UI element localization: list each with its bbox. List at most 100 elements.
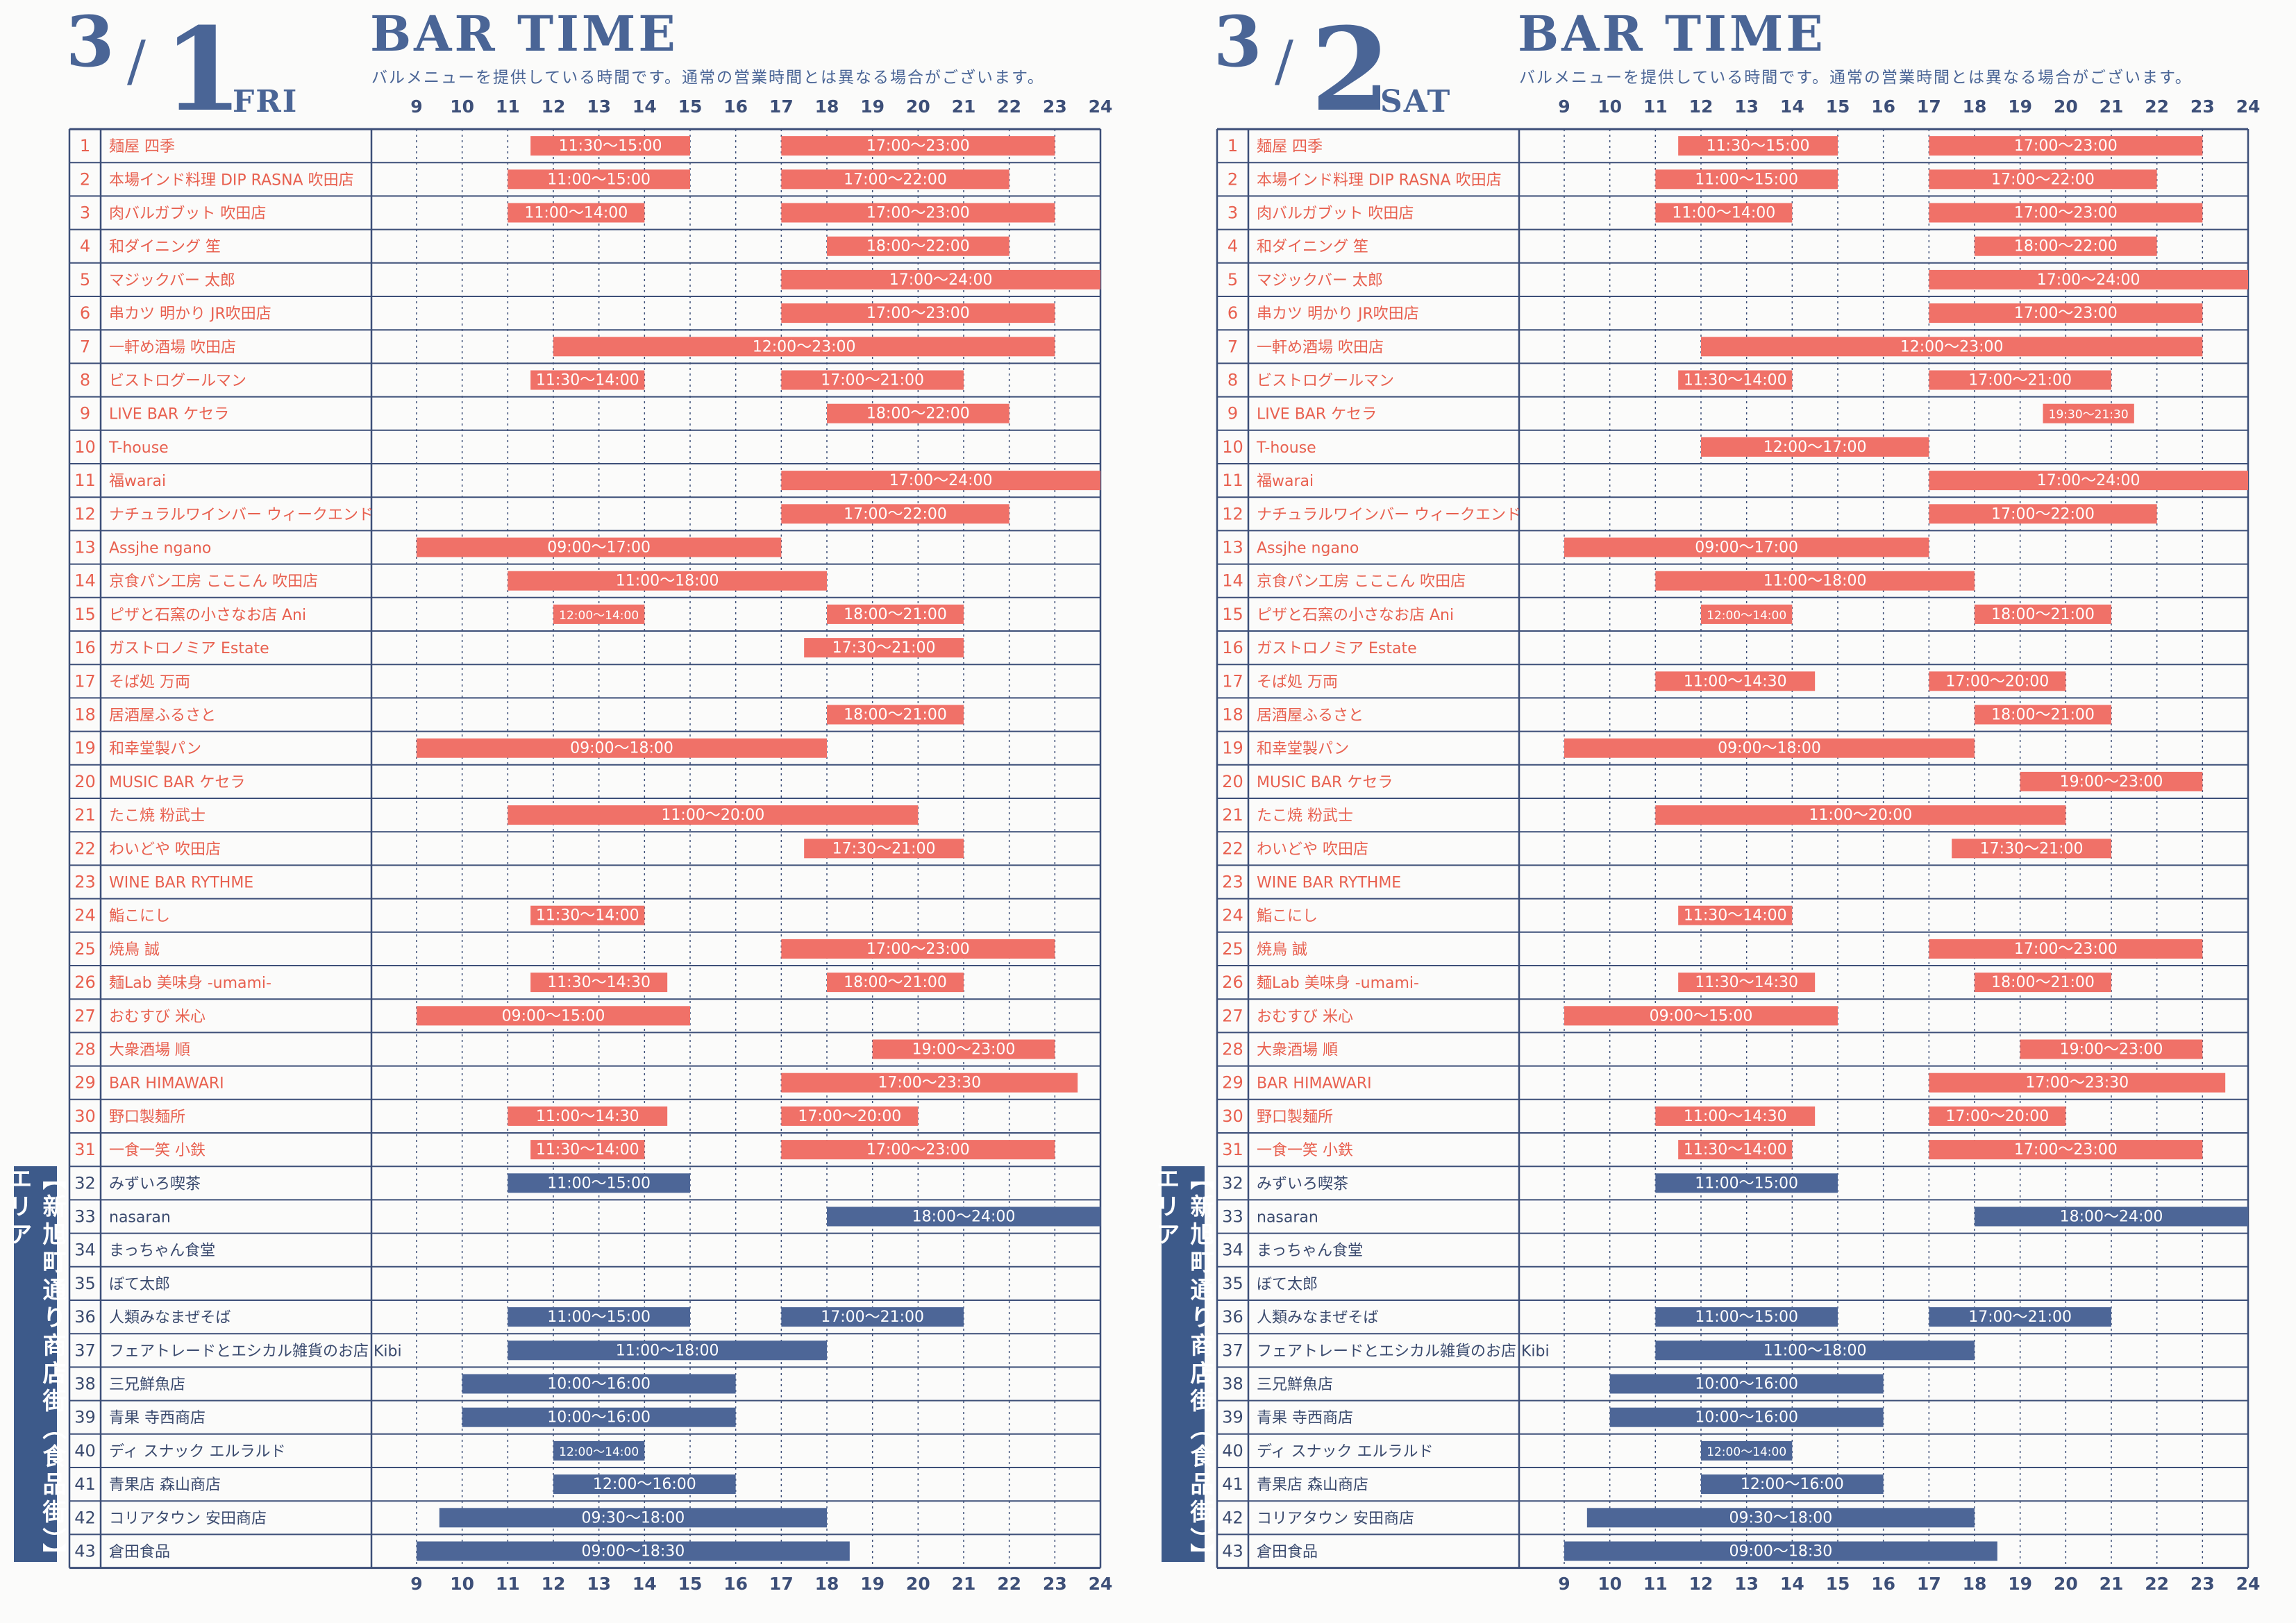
hours-bar-label: 17:30～21:00: [832, 840, 936, 857]
shop-name: 焼鳥 誠: [109, 941, 160, 959]
hours-bar-label: 09:00～18:30: [1729, 1543, 1833, 1561]
row-number: 32: [74, 1173, 96, 1193]
hours-bar-label: 18:00～22:00: [866, 238, 970, 255]
row-number: 12: [1222, 504, 1243, 523]
hours-bar-label: 11:30～14:00: [1684, 372, 1787, 389]
shop-name: まっちゃん食堂: [1257, 1243, 1363, 1260]
hours-bar-label: 12:00～23:00: [1900, 338, 2004, 355]
hour-tick-label-bottom: 10: [450, 1574, 474, 1594]
hour-tick-label-top: 11: [496, 96, 520, 117]
row-number: 30: [74, 1107, 96, 1126]
row-number: 2: [80, 169, 90, 189]
hour-tick-label-top: 21: [2100, 96, 2124, 117]
shop-name: 本場インド料理 DIP RASNA 吹田店: [1257, 171, 1502, 189]
hours-bar-label: 11:30～14:00: [536, 907, 639, 925]
row-number: 16: [74, 638, 96, 657]
row-number: 41: [1222, 1474, 1243, 1494]
row-number: 30: [1222, 1107, 1243, 1126]
hour-tick-label-top: 16: [1871, 96, 1895, 117]
shop-name: ディ スナック エルラルド: [1257, 1443, 1433, 1461]
shop-name: みずいろ喫茶: [109, 1175, 201, 1193]
shop-name: 肉バルガブット 吹田店: [109, 205, 266, 223]
shop-name: ガストロノミア Estate: [109, 640, 269, 657]
hours-bar: [530, 973, 668, 993]
hours-bar-label: 11:00～20:00: [1809, 807, 1912, 824]
row-number: 21: [74, 805, 96, 825]
hours-bar-label: 19:30～21:30: [2049, 408, 2129, 422]
hours-bar: [1609, 1374, 1884, 1394]
hour-tick-label-bottom: 12: [1689, 1574, 1713, 1594]
hours-bar-label: 17:00～20:00: [798, 1108, 901, 1125]
shop-name: 青果店 森山商店: [109, 1477, 221, 1494]
page-subtitle: バルメニューを提供している時間です。通常の営業時間とは異なる場合がございます。: [371, 69, 1045, 87]
hours-bar: [781, 370, 964, 390]
row-number: 41: [74, 1474, 96, 1494]
hours-bar-label: 17:00～22:00: [844, 171, 947, 188]
shop-name: 野口製麺所: [109, 1109, 185, 1126]
hours-bar-label: 17:00～23:00: [2014, 941, 2118, 958]
row-number: 29: [1222, 1073, 1243, 1093]
row-number: 3: [1227, 203, 1238, 223]
hours-bar: [827, 403, 1009, 423]
hour-tick-label-top: 13: [1734, 96, 1759, 117]
row-number: 23: [1222, 873, 1243, 892]
shop-name: 野口製麺所: [1257, 1109, 1333, 1126]
hours-bar-label: 17:00～23:00: [2014, 137, 2118, 155]
shop-name: 大衆酒場 順: [109, 1042, 190, 1059]
shop-name: マジックバー 太郎: [1257, 272, 1383, 289]
hour-tick-label-bottom: 21: [952, 1574, 976, 1594]
shop-name: 倉田食品: [109, 1544, 170, 1561]
hour-tick-label-top: 23: [2190, 96, 2215, 117]
hours-bar: [827, 1206, 1100, 1227]
hours-bar-label: 11:30～14:30: [547, 974, 651, 991]
hours-bar: [1564, 537, 1929, 557]
shop-name: ぼて太郎: [1257, 1276, 1318, 1293]
shop-name: 串カツ 明かり JR吹田店: [1257, 305, 1419, 323]
hour-tick-label-top: 18: [815, 96, 839, 117]
shop-name: 肉バルガブット 吹田店: [1257, 205, 1414, 223]
date-slash: /: [127, 28, 146, 93]
hours-bar-label: 11:00～18:00: [616, 1342, 719, 1359]
shop-name: nasaran: [1257, 1209, 1318, 1227]
date-weekday: FRI: [233, 84, 299, 119]
hour-tick-label-top: 11: [1643, 96, 1668, 117]
hours-bar-label: 12:00～16:00: [1741, 1476, 1844, 1493]
row-number: 40: [74, 1441, 96, 1461]
hour-tick-label-top: 24: [1089, 96, 1113, 117]
date-weekday: SAT: [1380, 84, 1452, 119]
schedule-chart: 9910101111121213131414151516161717181819…: [1216, 96, 2260, 1594]
shop-name: フェアトレードとエシカル雑貨のお店 Kibi: [1257, 1343, 1550, 1360]
shop-name: 京食パン工房 こここん 吹田店: [1257, 573, 1466, 591]
hours-bar: [508, 169, 690, 190]
hours-bar: [781, 269, 1100, 289]
hours-bar-label: 19:00～23:00: [2060, 773, 2163, 791]
hours-bar-label: 11:00～14:30: [536, 1108, 639, 1125]
hours-bar: [508, 1106, 668, 1126]
hours-bar: [804, 638, 964, 658]
shop-name: 和ダイニング 笙: [1257, 239, 1368, 256]
row-number: 11: [74, 471, 96, 490]
shop-name: ディ スナック エルラルド: [109, 1443, 285, 1461]
hours-bar: [781, 203, 1055, 223]
hour-tick-label-bottom: 24: [1089, 1574, 1113, 1594]
hours-bar: [1655, 805, 2066, 825]
hours-bar: [1678, 973, 1816, 993]
row-number: 25: [74, 939, 96, 959]
hour-tick-label-bottom: 12: [542, 1574, 566, 1594]
hours-bar-label: 11:00～14:00: [524, 205, 628, 222]
date-day: 1: [163, 2, 243, 137]
shop-name: ピザと石窯の小さなお店 Ani: [109, 607, 306, 624]
hour-tick-label-bottom: 22: [2145, 1574, 2169, 1594]
hours-bar: [781, 504, 1009, 524]
shop-name: フェアトレードとエシカル雑貨のお店 Kibi: [109, 1343, 402, 1360]
hours-bar: [781, 1073, 1078, 1093]
hour-tick-label-bottom: 15: [1826, 1574, 1850, 1594]
shop-name: 鮨こにし: [109, 908, 170, 925]
hours-bar: [1701, 337, 2203, 357]
hours-bar-label: 09:00～18:00: [570, 740, 673, 757]
hours-bar: [553, 337, 1055, 357]
row-number: 38: [1222, 1374, 1243, 1394]
row-number: 1: [80, 136, 90, 155]
shop-name: LIVE BAR ケセラ: [1257, 406, 1377, 423]
row-number: 31: [74, 1140, 96, 1159]
